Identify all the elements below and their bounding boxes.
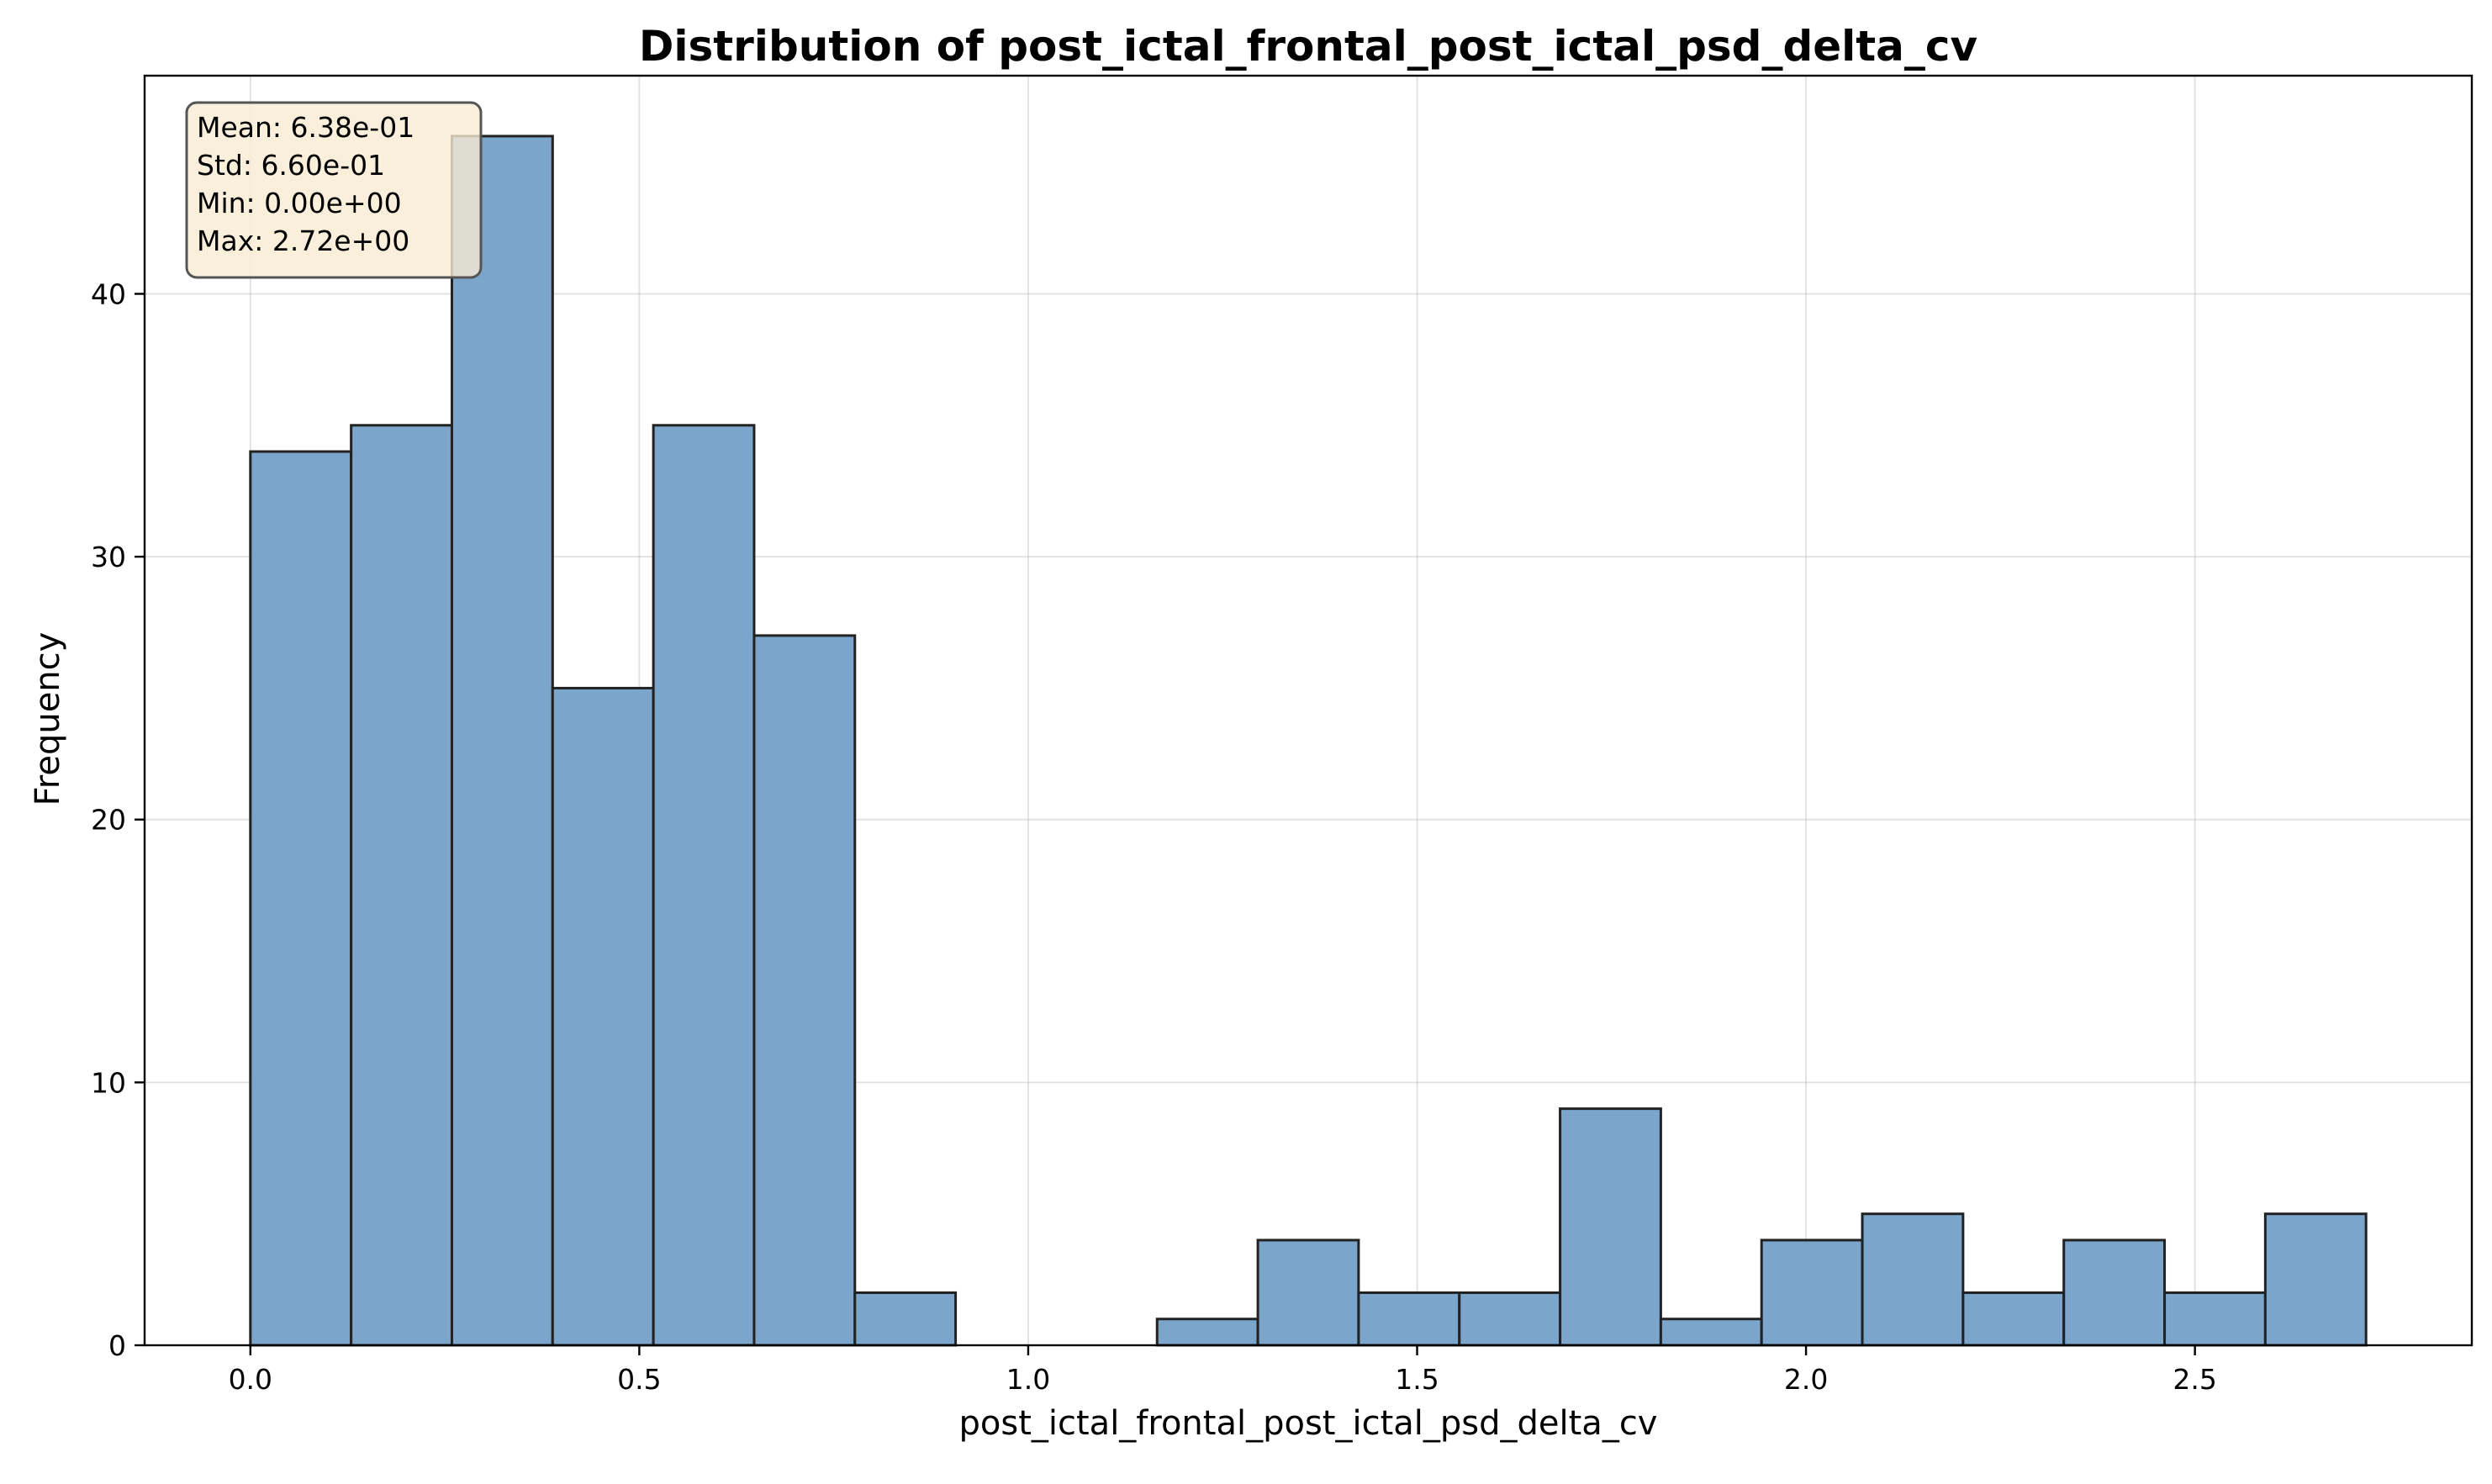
bars [249, 135, 2368, 1347]
histogram-bar-19 [2163, 1291, 2267, 1347]
histogram-bar-15 [1760, 1238, 1864, 1347]
histogram-bar-5 [752, 634, 857, 1347]
stats-line-2: Min: 0.00e+00 [197, 187, 402, 219]
histogram-bar-9 [1155, 1318, 1259, 1347]
plot-frame [143, 74, 2474, 1347]
stats-box: Mean: 6.38e-01 Std: 6.60e-01 Min: 0.00e+00… [185, 101, 483, 279]
x-axis-ticks: 0.0 0.5 1.0 1.5 2.0 2.5 [229, 1345, 2217, 1396]
histogram-bar-3 [551, 686, 655, 1347]
stats-box-background [185, 101, 483, 279]
histogram-bar-13 [1559, 1107, 1662, 1347]
x-tick-label-3: 1.5 [1395, 1363, 1439, 1396]
x-tick-label-2: 1.0 [1006, 1363, 1050, 1396]
x-tick-label-4: 2.0 [1784, 1363, 1828, 1396]
stats-line-1: Std: 6.60e-01 [197, 149, 385, 182]
y-tick-label-4: 40 [91, 277, 126, 310]
x-tick-label-1: 0.5 [617, 1363, 661, 1396]
y-tick-label-1: 10 [91, 1066, 126, 1099]
y-tick-label-2: 20 [91, 804, 126, 837]
histogram-bar-10 [1256, 1238, 1360, 1347]
histogram-bar-14 [1659, 1318, 1763, 1347]
histogram-bar-11 [1357, 1291, 1461, 1347]
x-axis-label: post_ictal_frontal_post_ictal_psd_delta_… [959, 1404, 1658, 1443]
chart-title: Distribution of post_ictal_frontal_post_… [639, 22, 1977, 71]
x-tick-label-0: 0.0 [229, 1363, 272, 1396]
histogram-bar-17 [1961, 1291, 2066, 1347]
y-axis-ticks: 0 10 20 30 40 [91, 277, 145, 1362]
stats-line-3: Max: 2.72e+00 [197, 224, 409, 257]
histogram-bar-12 [1458, 1291, 1562, 1347]
y-tick-label-0: 0 [108, 1329, 126, 1362]
histogram-bar-1 [350, 424, 453, 1347]
histogram-bar-18 [2062, 1238, 2167, 1347]
y-axis-label: Frequency [29, 632, 67, 806]
y-tick-label-3: 30 [91, 541, 126, 573]
stats-line-0: Mean: 6.38e-01 [197, 111, 414, 144]
histogram-bar-6 [853, 1291, 958, 1347]
x-tick-label-5: 2.5 [2173, 1363, 2216, 1396]
histogram-bar-2 [450, 135, 554, 1347]
histogram-bar-16 [1861, 1212, 1965, 1347]
histogram-bar-20 [2263, 1212, 2368, 1347]
histogram-bar-0 [249, 450, 353, 1347]
histogram-bar-4 [652, 424, 756, 1347]
